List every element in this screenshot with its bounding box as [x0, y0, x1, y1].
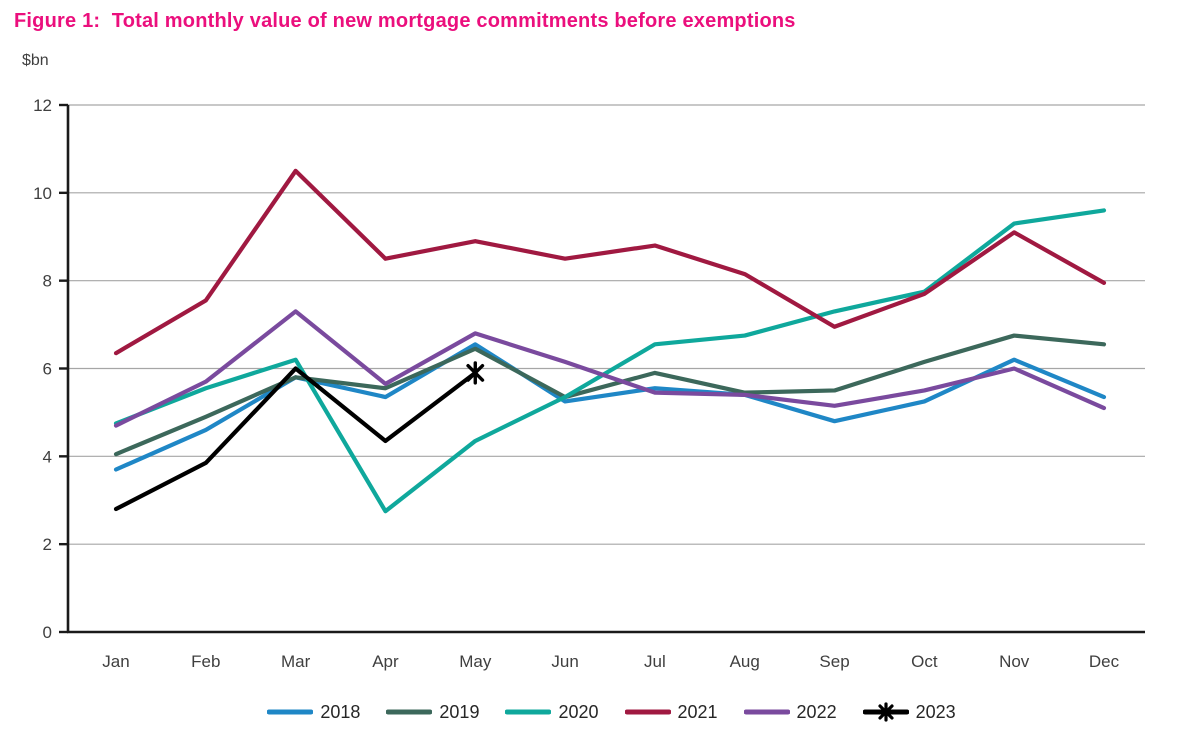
y-tick-label-8: 8 — [43, 272, 52, 291]
y-axis-unit-label: $bn — [22, 52, 49, 69]
figure-title: Figure 1: Total monthly value of new mor… — [14, 10, 796, 32]
legend-label-2020: 2020 — [558, 701, 599, 722]
legend-item-2023: 2023 — [862, 701, 956, 723]
x-tick-label-mar: Mar — [281, 652, 311, 671]
legend-item-2021: 2021 — [624, 701, 718, 723]
x-tick-label-apr: Apr — [372, 652, 399, 671]
x-tick-label-jul: Jul — [644, 652, 666, 671]
y-tick-label-0: 0 — [43, 623, 52, 642]
legend-swatch-2018 — [267, 709, 314, 715]
y-tick-label-12: 12 — [33, 96, 52, 115]
legend-item-2018: 2018 — [267, 701, 360, 723]
series-line-2018 — [113, 342, 1107, 472]
y-tick-label-4: 4 — [43, 447, 52, 466]
legend-label-2019: 2019 — [439, 701, 480, 722]
legend-swatch-2022 — [743, 709, 790, 715]
series-end-marker-2023 — [466, 361, 485, 385]
series-end-marker-2023-d2 — [466, 363, 485, 382]
legend-label-2018: 2018 — [320, 701, 361, 722]
line-chart-plot-area: 0 2 4 6 8 10 12 Jan Feb Mar Apr May Jun Jul Aug Sep Oct N… — [33, 96, 1145, 671]
legend-item-2022: 2022 — [743, 701, 837, 723]
series-line-2020 — [113, 208, 1107, 514]
chart-legend: 2018 2019 2020 2021 2022 2023 — [0, 701, 1187, 723]
legend-swatch-2023 — [862, 702, 909, 722]
series-line-2021 — [113, 168, 1107, 356]
x-tick-label-dec: Dec — [1089, 652, 1120, 671]
x-tick-label-nov: Nov — [999, 652, 1030, 671]
series-line-2023 — [113, 366, 478, 512]
y-tick-label-2: 2 — [43, 535, 52, 554]
legend-swatch-2021 — [624, 709, 671, 715]
legend-marker-stroke-2 — [877, 704, 894, 720]
x-tick-label-aug: Aug — [730, 652, 760, 671]
y-tick-label-6: 6 — [43, 360, 52, 379]
legend-swatch-2020 — [505, 709, 552, 715]
x-tick-label-oct: Oct — [911, 652, 938, 671]
legend-item-2020: 2020 — [505, 701, 599, 723]
series-line-2022 — [113, 309, 1107, 428]
legend-item-2019: 2019 — [386, 701, 479, 723]
x-tick-label-may: May — [459, 652, 492, 671]
x-tick-label-sep: Sep — [819, 652, 849, 671]
x-tick-label-jun: Jun — [551, 652, 578, 671]
legend-label-2021: 2021 — [677, 701, 718, 722]
x-tick-label-jan: Jan — [102, 652, 129, 671]
legend-swatch-2019 — [386, 709, 433, 715]
legend-label-2023: 2023 — [915, 701, 956, 722]
y-tick-label-10: 10 — [33, 184, 52, 203]
x-tick-label-feb: Feb — [191, 652, 220, 671]
legend-label-2022: 2022 — [796, 701, 837, 722]
